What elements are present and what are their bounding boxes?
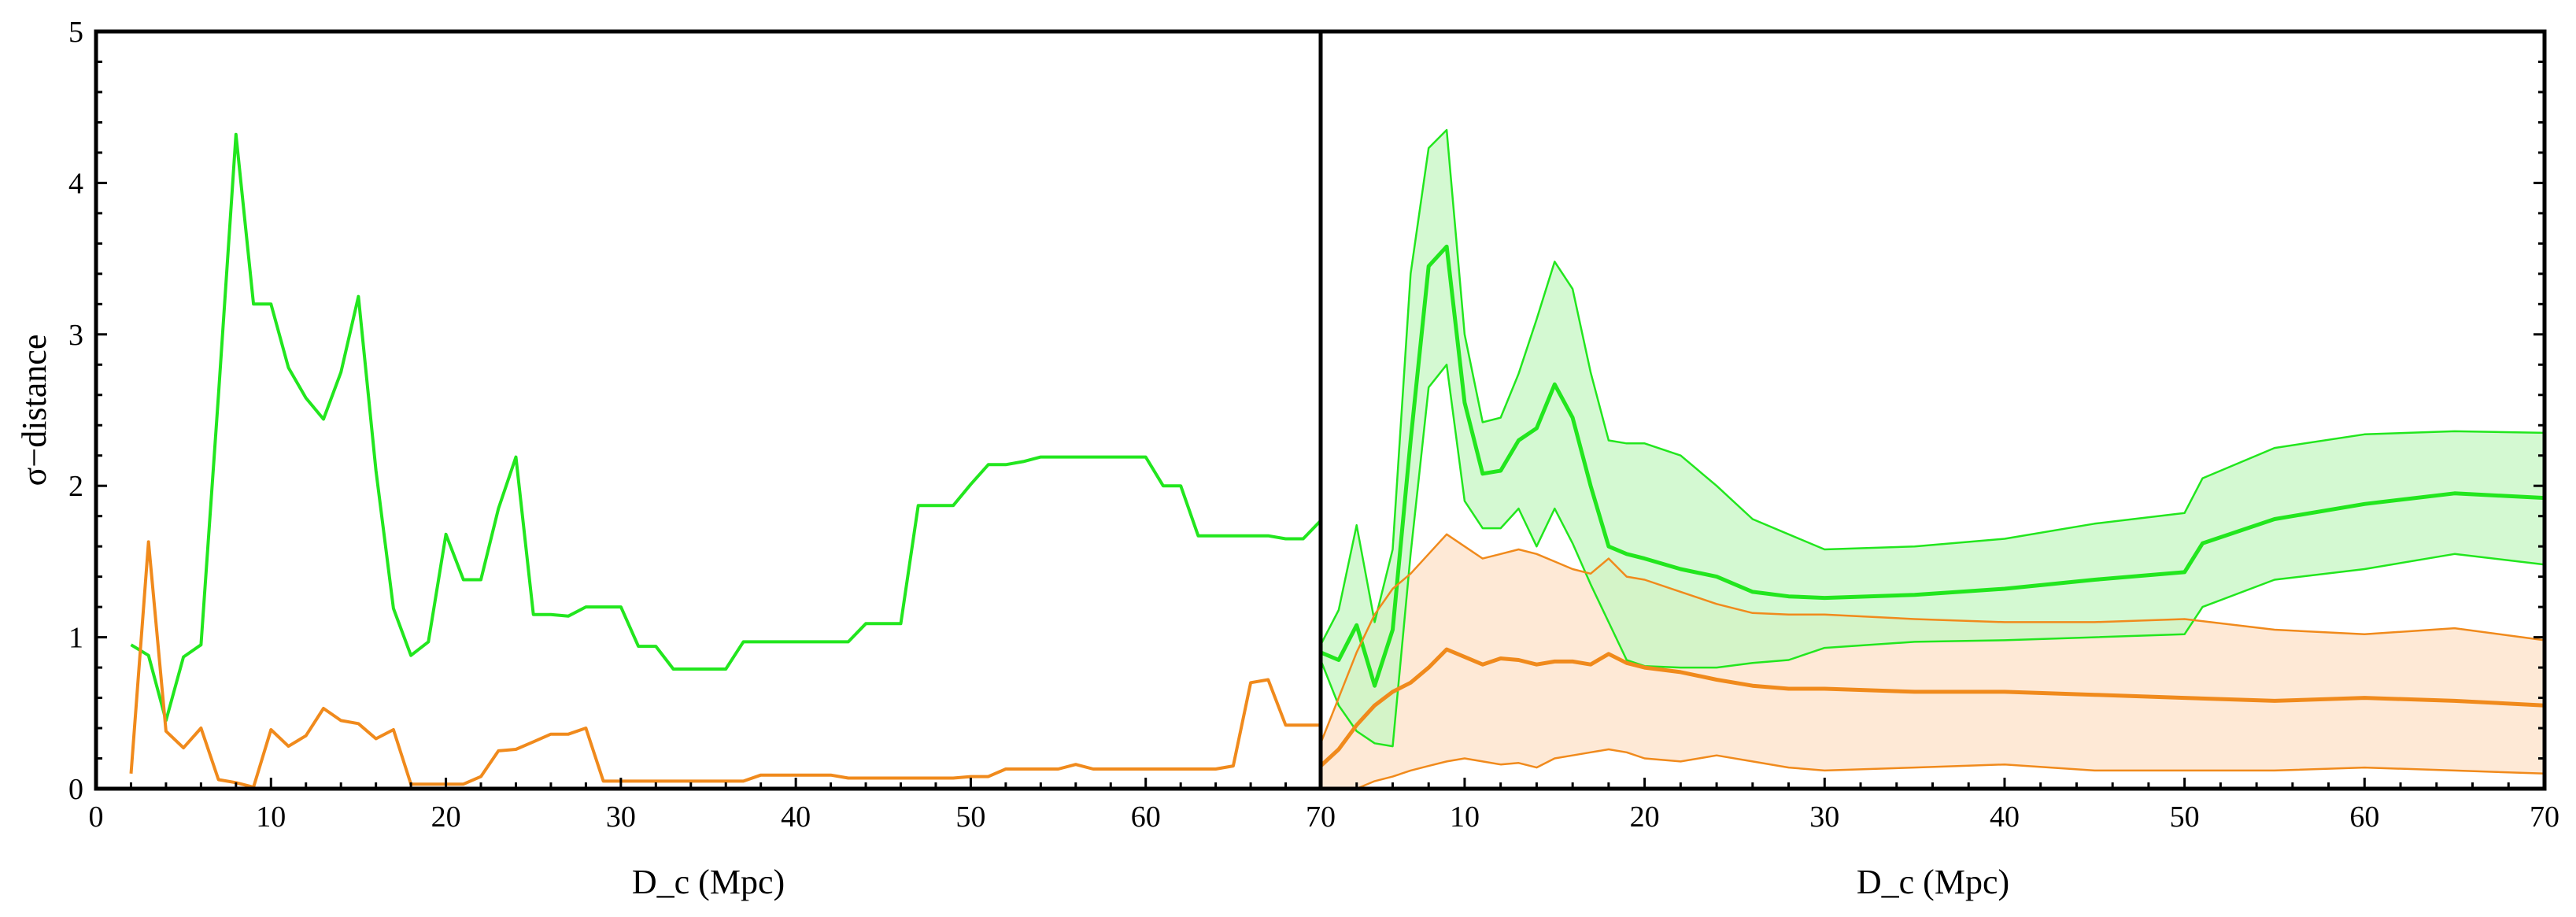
right-series-0-upper-line: [1319, 128, 2545, 645]
right-x-tick-label: 10: [1450, 801, 1480, 834]
right-series-0-mean-line: [1320, 244, 2545, 688]
right-x-axis-label: D_c (Mpc): [1857, 863, 2009, 901]
left-series-0-line: [130, 132, 1322, 723]
left-y-tick-label: 2: [68, 470, 83, 503]
left-x-tick-label: 70: [1306, 801, 1336, 834]
left-y-axis-label: σ−distance: [15, 335, 54, 486]
left-x-axis-label: D_c (Mpc): [632, 863, 785, 901]
left-y-tick-label: 5: [68, 16, 83, 49]
right-x-tick-label: 50: [2170, 801, 2200, 834]
left-series-1-line: [129, 540, 1321, 789]
right-series-0-band: [1321, 130, 2545, 747]
left-x-tick-label: 30: [606, 801, 636, 834]
right-x-tick-label: 20: [1630, 801, 1660, 834]
left-panel: 0 10 20 30 40 50 60 70 0 1 2 3 4 5 σ−distance D_c (Mp…: [15, 16, 1336, 901]
right-series-1-mean-line: [1319, 647, 2545, 767]
right-series-1-lower-line: [1321, 748, 2545, 790]
left-x-tick-label: 0: [89, 801, 104, 834]
left-x-tick-label: 60: [1131, 801, 1161, 834]
right-x-tick-label: 70: [2530, 801, 2559, 834]
right-x-tick-label: 30: [1809, 801, 1839, 834]
left-x-tick-label: 50: [955, 801, 985, 834]
right-series-1-upper-line: [1319, 533, 2545, 744]
right-x-tick-label: 40: [1990, 801, 2020, 834]
left-x-tick-label: 40: [781, 801, 811, 834]
right-series-0-lower-line: [1319, 364, 2545, 748]
right-x-tick-label: 60: [2349, 801, 2379, 834]
left-x-tick-label: 20: [431, 801, 461, 834]
left-y-tick-label: 0: [68, 773, 83, 806]
left-y-tick-label: 3: [68, 319, 83, 352]
left-x-tick-label: 10: [256, 801, 286, 834]
left-plot-frame: [94, 29, 1323, 791]
left-y-tick-label: 1: [68, 622, 83, 655]
right-plot-frame: [1318, 29, 2547, 791]
left-y-tick-label: 4: [68, 167, 83, 200]
right-panel: 10 20 30 40 50 60 70 D_c (Mpc): [1318, 29, 2559, 901]
